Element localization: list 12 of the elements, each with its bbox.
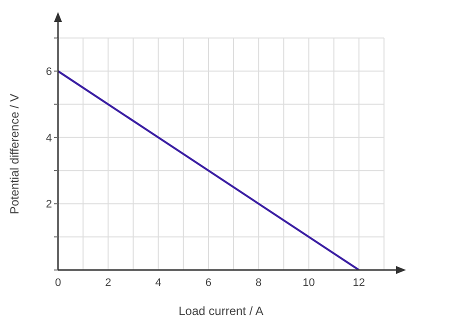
x-tick-label: 2 (105, 276, 112, 289)
x-tick-label: 12 (352, 276, 366, 289)
x-tick-label: 10 (302, 276, 315, 289)
x-tick-label: 8 (256, 276, 262, 289)
x-axis-title: Load current / A (178, 304, 264, 318)
y-tick-label: 4 (46, 132, 52, 144)
x-tick-label: 6 (205, 276, 212, 289)
y-axis-title: Potential difference / V (7, 94, 22, 214)
y-tick-label: 6 (46, 66, 52, 78)
x-tick-label: 0 (54, 276, 62, 289)
x-tick-label: 4 (155, 276, 162, 289)
y-tick-label: 2 (46, 198, 52, 211)
